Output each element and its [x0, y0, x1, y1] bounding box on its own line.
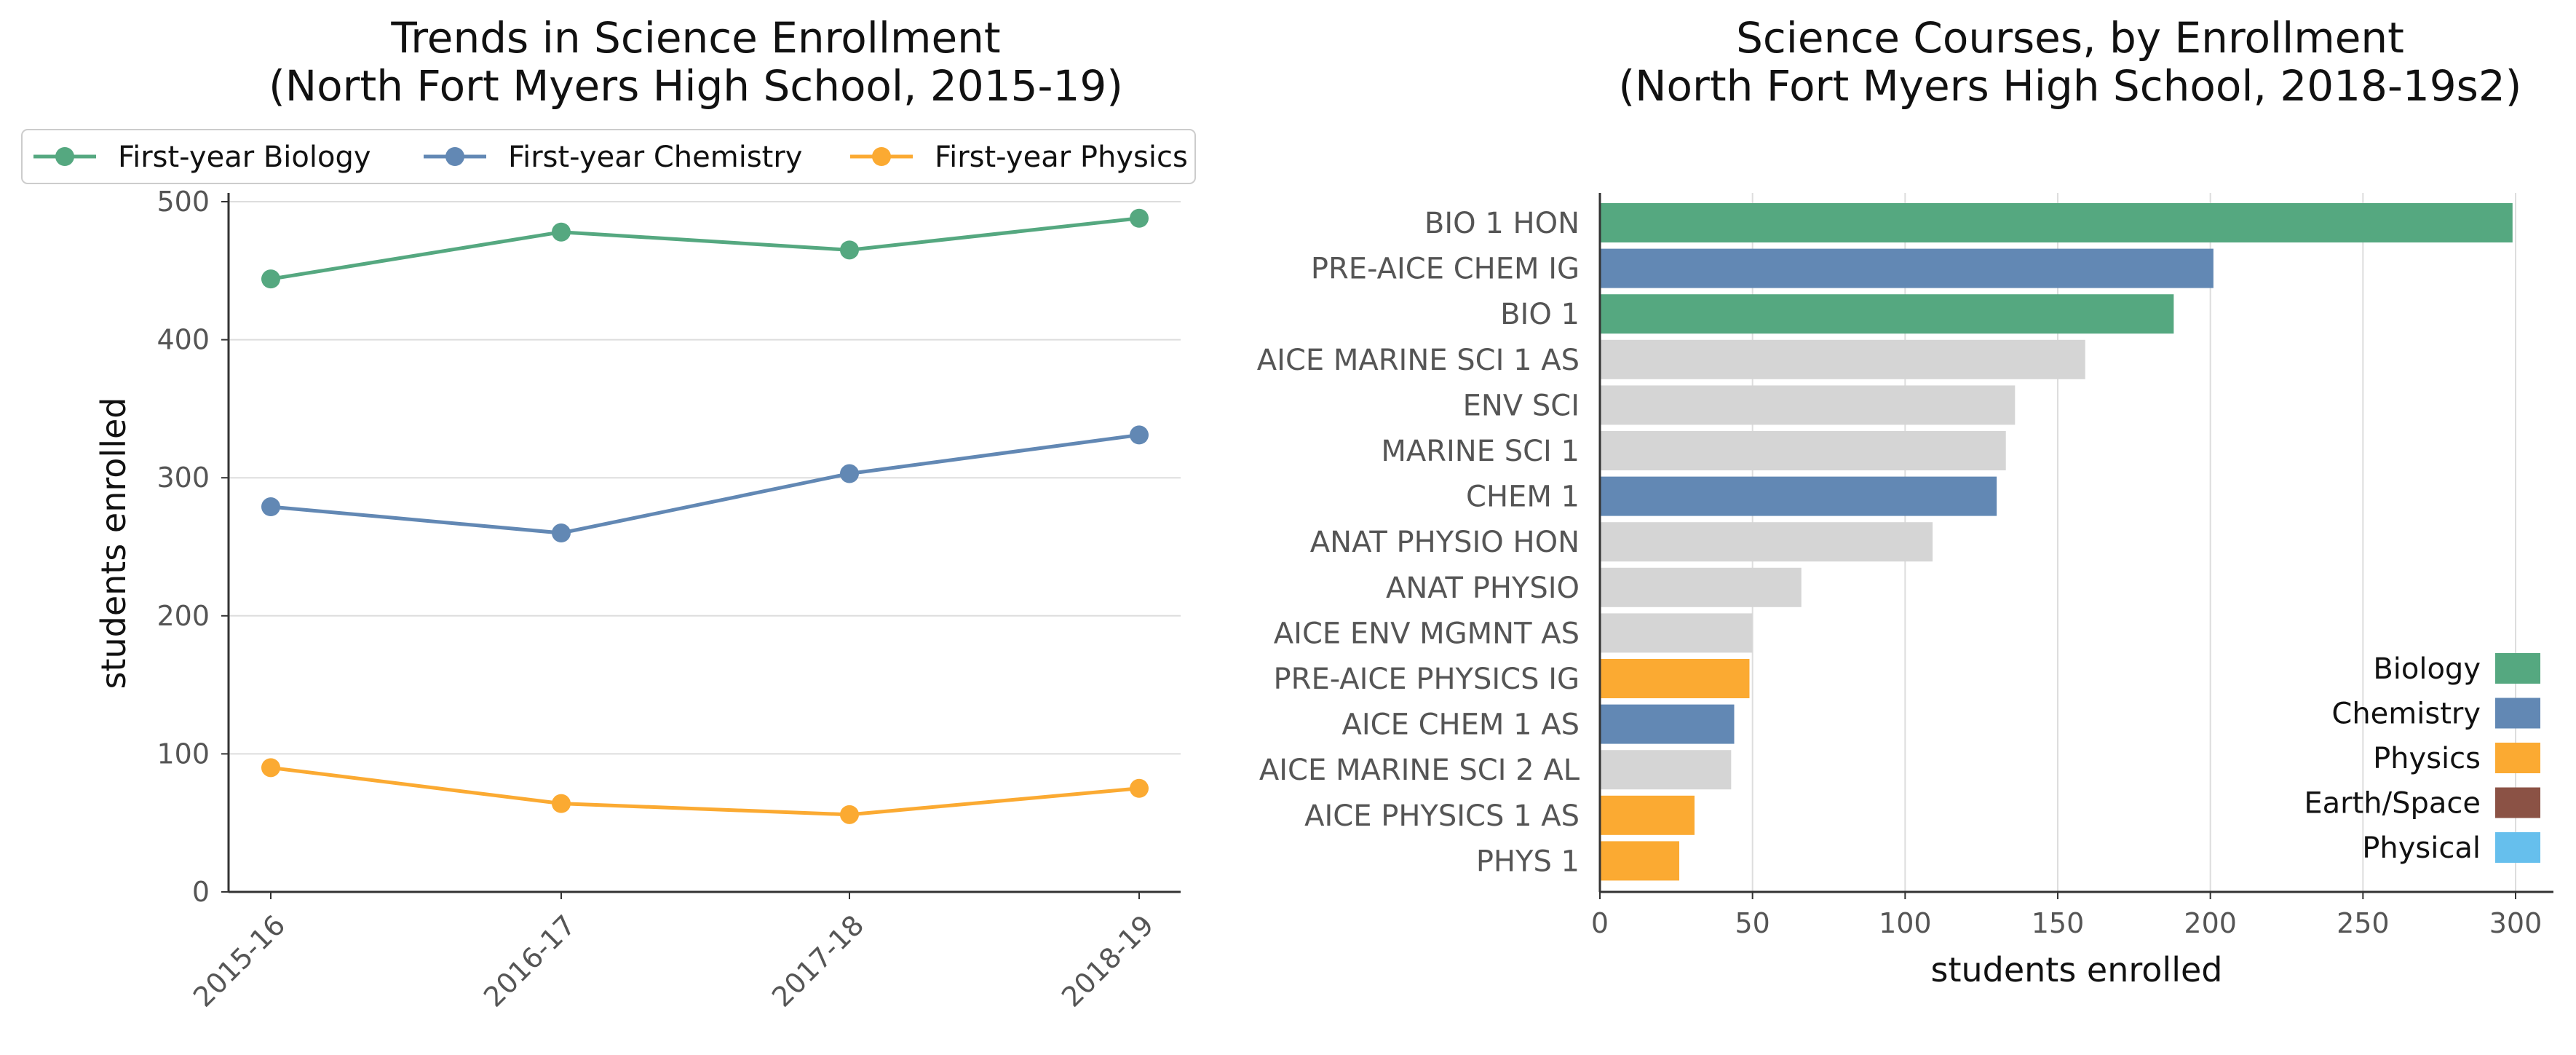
bar-chart-legend: Biology Chemistry Physics Earth/Space Physic… — [2304, 652, 2540, 865]
line-chart-y-label: students enrolled — [94, 398, 133, 689]
category-label-bio-1: BIO 1 — [1500, 298, 1580, 331]
bar-chart-category-labels: BIO 1 HON PRE-AICE CHEM IG BIO 1 AICE MARIN… — [1257, 207, 1580, 878]
line-chart-series — [261, 208, 1149, 824]
bar-pre-aice-chem-ig — [1600, 248, 2214, 288]
legend-label-physics: Physics — [2373, 742, 2481, 775]
legend-label-earth-space: Earth/Space — [2304, 787, 2481, 821]
legend-swatch-biology — [2495, 653, 2540, 684]
bar-anat-physio-hon — [1600, 522, 1933, 562]
category-label-aice-chem-1-as: AICE CHEM 1 AS — [1341, 708, 1580, 742]
legend-label-chemistry: Chemistry — [2331, 698, 2481, 731]
bar-bio-1-hon — [1600, 203, 2513, 242]
x-tick-label-200: 200 — [2184, 907, 2237, 939]
bar-chart-x-ticks: 0 50 100 150 200 250 300 — [1591, 892, 2542, 939]
legend-swatch-physical — [2495, 832, 2540, 863]
category-label-chem-1: CHEM 1 — [1466, 481, 1580, 514]
x-tick-label-2018-19: 2018-19 — [1055, 909, 1160, 1013]
bar-chart-x-label: students enrolled — [1931, 950, 2223, 989]
x-tick-label-2017-18: 2017-18 — [766, 909, 870, 1013]
bar-aice-marine-sci-1-as — [1600, 339, 2085, 379]
bar-chart-subtitle: (North Fort Myers High School, 2018-19s2… — [1619, 61, 2522, 111]
y-tick-label-100: 100 — [156, 738, 210, 770]
legend-swatch-chemistry — [2495, 698, 2540, 729]
line-chart-y-ticks: 0 100 200 300 400 500 — [156, 186, 229, 908]
category-label-pre-aice-physics-ig: PRE-AICE PHYSICS IG — [1274, 663, 1580, 696]
category-label-aice-marine-sci-2-al: AICE MARINE SCI 2 AL — [1259, 754, 1580, 787]
series-point-first-year-chemistry-2015-16 — [261, 497, 280, 517]
x-tick-label-250: 250 — [2337, 907, 2390, 939]
category-label-pre-aice-chem-ig: PRE-AICE CHEM IG — [1311, 253, 1580, 286]
legend-label-physical: Physical — [2362, 831, 2481, 865]
line-chart: Trends in Science Enrollment (North Fort… — [21, 13, 1196, 1013]
line-chart-gridlines — [229, 201, 1181, 755]
legend-marker-first-year-biology — [55, 147, 74, 166]
legend-swatch-physics — [2495, 743, 2540, 773]
x-tick-label-2015-16: 2015-16 — [187, 909, 291, 1013]
legend-marker-first-year-physics — [872, 147, 891, 166]
series-line-first-year-biology — [270, 216, 1140, 281]
legend-label-biology: Biology — [2373, 652, 2481, 686]
line-chart-x-ticks: 2015-16 2016-17 2017-18 2018-19 — [187, 892, 1160, 1013]
legend-label-first-year-physics: First-year Physics — [935, 141, 1188, 174]
x-tick-label-2016-17: 2016-17 — [477, 909, 582, 1013]
legend-label-first-year-chemistry: First-year Chemistry — [508, 141, 802, 174]
x-tick-label-100: 100 — [1879, 907, 1932, 939]
series-point-first-year-biology-2018-19 — [1130, 208, 1149, 228]
series-point-first-year-physics-2018-19 — [1130, 778, 1149, 798]
x-tick-label-0: 0 — [1591, 907, 1609, 939]
series-point-first-year-biology-2015-16 — [261, 269, 280, 289]
bar-pre-aice-physics-ig — [1600, 659, 1750, 698]
category-label-aice-marine-sci-1-as: AICE MARINE SCI 1 AS — [1257, 344, 1580, 377]
bar-aice-env-mgmnt-as — [1600, 613, 1753, 653]
series-point-first-year-physics-2017-18 — [840, 805, 859, 824]
category-label-aice-env-mgmnt-as: AICE ENV MGMNT AS — [1274, 617, 1580, 650]
y-tick-label-500: 500 — [156, 186, 210, 218]
y-tick-label-400: 400 — [156, 324, 210, 356]
bar-phys-1 — [1600, 841, 1680, 881]
series-point-first-year-chemistry-2017-18 — [840, 464, 859, 483]
y-tick-label-300: 300 — [156, 462, 210, 494]
category-label-anat-physio: ANAT PHYSIO — [1386, 572, 1580, 605]
legend-swatch-earth-space — [2495, 787, 2540, 818]
series-point-first-year-chemistry-2016-17 — [552, 523, 571, 543]
line-chart-legend: First-year Biology First-year Chemistry Fi… — [21, 129, 1196, 184]
legend-label-first-year-biology: First-year Biology — [118, 141, 371, 174]
series-point-first-year-chemistry-2018-19 — [1130, 425, 1149, 445]
series-point-first-year-physics-2015-16 — [261, 758, 280, 778]
category-label-phys-1: PHYS 1 — [1476, 845, 1580, 878]
series-line-first-year-chemistry — [270, 432, 1140, 535]
category-label-anat-physio-hon: ANAT PHYSIO HON — [1310, 526, 1580, 559]
y-tick-label-0: 0 — [192, 876, 210, 908]
bar-aice-physics-1-as — [1600, 795, 1695, 835]
line-chart-subtitle: (North Fort Myers High School, 2015-19) — [269, 61, 1123, 111]
legend-marker-first-year-chemistry — [445, 147, 464, 166]
category-label-bio-1-hon: BIO 1 HON — [1424, 207, 1580, 240]
x-tick-label-50: 50 — [1735, 907, 1769, 939]
bar-anat-physio — [1600, 567, 1802, 607]
bar-chart-title: Science Courses, by Enrollment — [1736, 13, 2404, 63]
bar-chem-1 — [1600, 476, 1997, 516]
series-line-first-year-physics — [270, 765, 1140, 817]
x-tick-label-300: 300 — [2489, 907, 2543, 939]
x-tick-label-150: 150 — [2032, 907, 2085, 939]
legend-frame — [21, 129, 1196, 184]
bar-aice-marine-sci-2-al — [1600, 750, 1732, 790]
category-label-aice-physics-1-as: AICE PHYSICS 1 AS — [1304, 799, 1580, 833]
bar-bio-1 — [1600, 294, 2174, 334]
category-label-marine-sci-1: MARINE SCI 1 — [1381, 435, 1580, 468]
line-chart-title: Trends in Science Enrollment — [390, 13, 1000, 63]
series-point-first-year-biology-2016-17 — [552, 222, 571, 242]
bar-chart: Science Courses, by Enrollment (North Fo… — [1257, 13, 2553, 989]
category-label-env-sci: ENV SCI — [1463, 389, 1580, 422]
bar-marine-sci-1 — [1600, 431, 2006, 470]
bar-env-sci — [1600, 385, 2016, 425]
bar-chart-bars — [1600, 203, 2513, 881]
bar-aice-chem-1-as — [1600, 704, 1735, 744]
series-point-first-year-physics-2016-17 — [552, 794, 571, 813]
series-point-first-year-biology-2017-18 — [840, 240, 859, 260]
y-tick-label-200: 200 — [156, 600, 210, 632]
